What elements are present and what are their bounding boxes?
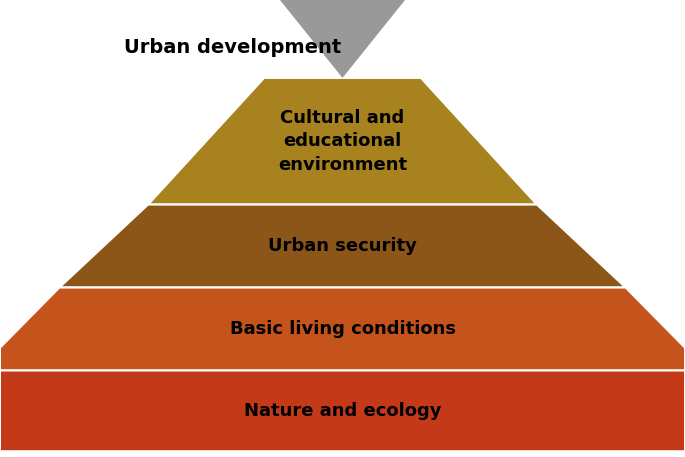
Polygon shape [0, 287, 685, 371]
Polygon shape [60, 205, 625, 287]
Text: Urban security: Urban security [268, 237, 417, 255]
Text: Urban development: Urban development [124, 38, 341, 57]
Polygon shape [0, 371, 685, 451]
Text: Basic living conditions: Basic living conditions [229, 320, 456, 338]
Polygon shape [148, 78, 537, 205]
Text: Nature and ecology: Nature and ecology [244, 402, 441, 420]
Text: Cultural and
educational
environment: Cultural and educational environment [278, 109, 407, 174]
Polygon shape [277, 0, 408, 78]
